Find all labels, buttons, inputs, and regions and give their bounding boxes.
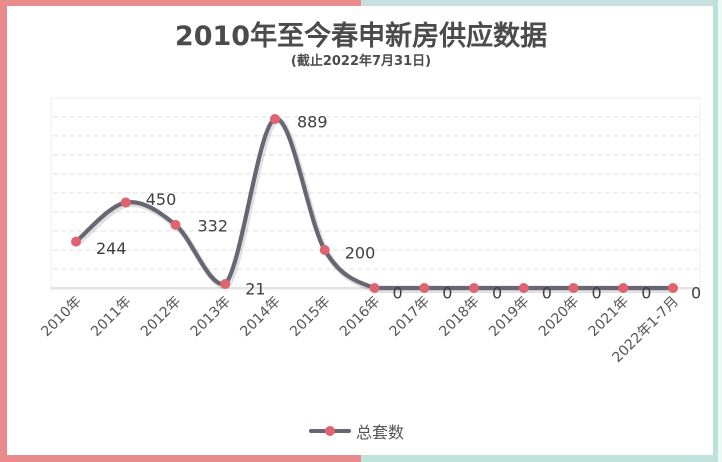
data-point <box>220 279 231 290</box>
gridlines <box>53 116 698 270</box>
border-right-outer <box>718 0 722 462</box>
x-axis-label: 2011年 <box>88 294 134 340</box>
data-point <box>419 283 430 293</box>
data-label: 21 <box>245 280 265 299</box>
data-label: 450 <box>146 190 177 209</box>
x-axis-label: 2015年 <box>287 294 333 340</box>
data-label: 0 <box>641 284 651 303</box>
data-point <box>469 283 479 293</box>
data-point <box>369 283 380 293</box>
x-axis-label: 2010年 <box>38 294 84 340</box>
data-point <box>668 283 678 293</box>
data-label: 200 <box>345 243 376 262</box>
chart-subtitle: (截止2022年7月31日) <box>290 54 432 69</box>
x-axis-label: 2012年 <box>138 294 184 340</box>
data-point <box>270 114 280 124</box>
legend-label: 总套数 <box>356 423 405 442</box>
data-label: 0 <box>393 284 403 303</box>
border-top-right <box>361 0 722 6</box>
data-label: 0 <box>542 284 552 303</box>
x-axis-label: 2016年 <box>337 294 383 340</box>
border-left <box>0 0 7 462</box>
data-point <box>618 283 629 293</box>
border-bottom-right <box>361 455 722 462</box>
data-label: 0 <box>442 284 452 303</box>
data-label: 889 <box>297 113 328 132</box>
data-point <box>71 236 81 247</box>
data-point <box>518 283 529 293</box>
data-point <box>120 197 131 208</box>
data-point <box>319 244 330 255</box>
data-label: 244 <box>96 239 127 258</box>
data-label: 332 <box>198 216 229 235</box>
legend: 总套数 <box>307 419 404 443</box>
data-point <box>170 219 181 230</box>
border-right <box>713 0 718 462</box>
x-axis-label: 2013年 <box>188 294 234 340</box>
data-label: 0 <box>492 284 502 303</box>
x-axis-labels: 2010年 2011年 2012年 2013年 2014年 2015年 2016年 2017年… <box>38 294 681 366</box>
border-bottom-left <box>0 455 361 462</box>
data-markers <box>71 114 678 293</box>
data-labels: 244 450 332 21 889 200 0 0 0 0 0 0 0 <box>96 113 701 303</box>
legend-series-icon <box>307 419 353 443</box>
data-label: 0 <box>691 284 701 303</box>
data-point <box>568 283 579 293</box>
chart-title: 2010年至今春申新房供应数据 <box>174 21 548 52</box>
data-label: 0 <box>592 284 602 303</box>
x-axis-label: 2014年 <box>237 294 283 340</box>
border-top-left <box>0 0 361 6</box>
